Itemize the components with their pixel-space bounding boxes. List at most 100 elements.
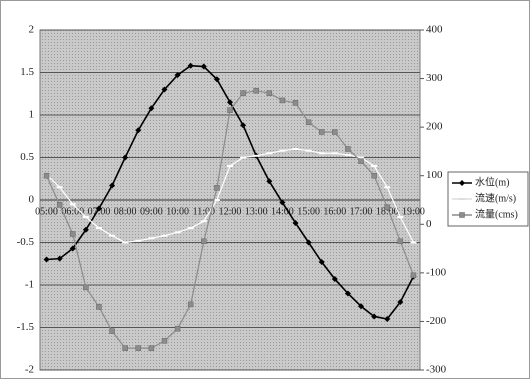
data-point	[331, 152, 338, 155]
x-tick-label: 06:00	[61, 206, 84, 217]
legend-marker	[459, 180, 465, 186]
data-point	[266, 178, 273, 185]
data-point	[253, 154, 260, 157]
data-point	[253, 87, 259, 94]
data-point	[83, 284, 89, 291]
data-point	[109, 182, 116, 189]
x-tick-label: 10:00	[166, 206, 189, 217]
x-tick-label: 19:00	[402, 206, 425, 217]
data-point	[397, 238, 404, 245]
data-point	[56, 255, 63, 262]
data-point	[69, 203, 76, 206]
data-point	[227, 107, 233, 113]
data-point	[292, 219, 299, 226]
x-tick-label: 17:00	[350, 206, 373, 217]
data-point	[148, 105, 155, 112]
data-point	[187, 301, 194, 308]
data-point	[384, 186, 391, 189]
data-point	[240, 122, 247, 129]
y-tick-label: -1	[25, 279, 34, 291]
data-point	[279, 149, 286, 152]
data-point	[266, 152, 273, 155]
y2-tick-label: -300	[426, 364, 447, 376]
data-point	[227, 99, 233, 106]
data-point	[187, 227, 194, 230]
data-point	[410, 241, 417, 244]
data-point	[318, 152, 325, 155]
x-tick-label: 16:00	[323, 206, 346, 217]
data-point	[96, 304, 102, 310]
data-point	[161, 234, 168, 237]
data-point	[43, 172, 50, 179]
y2-tick-label: 400	[426, 24, 443, 36]
x-tick-label: 08:00	[114, 206, 137, 217]
data-point	[82, 216, 89, 218]
data-point	[122, 241, 129, 244]
data-point	[371, 313, 378, 320]
data-point	[305, 119, 312, 126]
data-point	[122, 154, 129, 161]
y-tick-label: -0.5	[17, 236, 35, 248]
data-point	[109, 328, 115, 334]
data-point	[56, 186, 63, 189]
data-point	[187, 62, 194, 69]
data-point	[371, 172, 377, 179]
data-point	[122, 345, 128, 351]
data-point	[384, 204, 390, 211]
data-point	[344, 290, 351, 297]
legend-label: 流速(m/s)	[475, 191, 516, 204]
x-tick-label: 13:00	[245, 206, 268, 217]
data-point	[344, 153, 351, 156]
y2-tick-label: 300	[426, 72, 443, 84]
data-point	[397, 216, 404, 218]
data-point	[109, 234, 116, 237]
data-point	[200, 63, 207, 70]
y-tick-label: 1.5	[20, 66, 34, 78]
legend-marker	[459, 198, 465, 200]
x-tick-label: 14:00	[271, 206, 294, 217]
data-point	[292, 148, 299, 150]
data-point	[410, 272, 417, 279]
data-point	[240, 90, 246, 96]
data-point	[56, 202, 63, 208]
data-point	[43, 256, 50, 263]
data-point	[174, 325, 181, 332]
y-tick-label: 0.5	[20, 151, 34, 163]
y2-tick-label: -100	[426, 266, 447, 278]
data-point	[213, 199, 220, 201]
data-point	[69, 245, 76, 252]
data-point	[82, 226, 89, 233]
data-point	[200, 220, 207, 223]
data-point	[384, 316, 391, 322]
data-point	[358, 156, 365, 159]
data-point	[214, 185, 220, 191]
x-tick-label: 05:00	[35, 206, 58, 217]
y2-tick-label: 0	[426, 218, 432, 230]
data-point	[318, 129, 325, 135]
y-tick-label: 0	[29, 194, 35, 206]
x-tick-label: 12:00	[219, 206, 242, 217]
data-point	[70, 231, 76, 237]
data-point	[148, 345, 155, 351]
data-point	[358, 158, 364, 164]
data-point	[135, 239, 142, 242]
data-point	[213, 76, 220, 83]
data-point	[305, 149, 312, 152]
data-point	[135, 345, 142, 351]
data-point	[371, 165, 378, 167]
data-point	[332, 129, 338, 135]
x-tick-label: 07:00	[88, 206, 111, 217]
data-point	[279, 97, 286, 104]
data-point	[161, 338, 168, 344]
y-tick-label: -1.5	[17, 321, 35, 333]
y-tick-label: 1	[29, 109, 35, 121]
data-point	[161, 86, 168, 93]
legend-label: 水位(m)	[475, 175, 509, 188]
data-point	[318, 259, 325, 266]
data-point	[227, 165, 233, 167]
y-tick-label: -2	[25, 364, 34, 376]
data-point	[201, 238, 207, 245]
data-point	[95, 227, 102, 230]
data-point	[240, 156, 247, 159]
